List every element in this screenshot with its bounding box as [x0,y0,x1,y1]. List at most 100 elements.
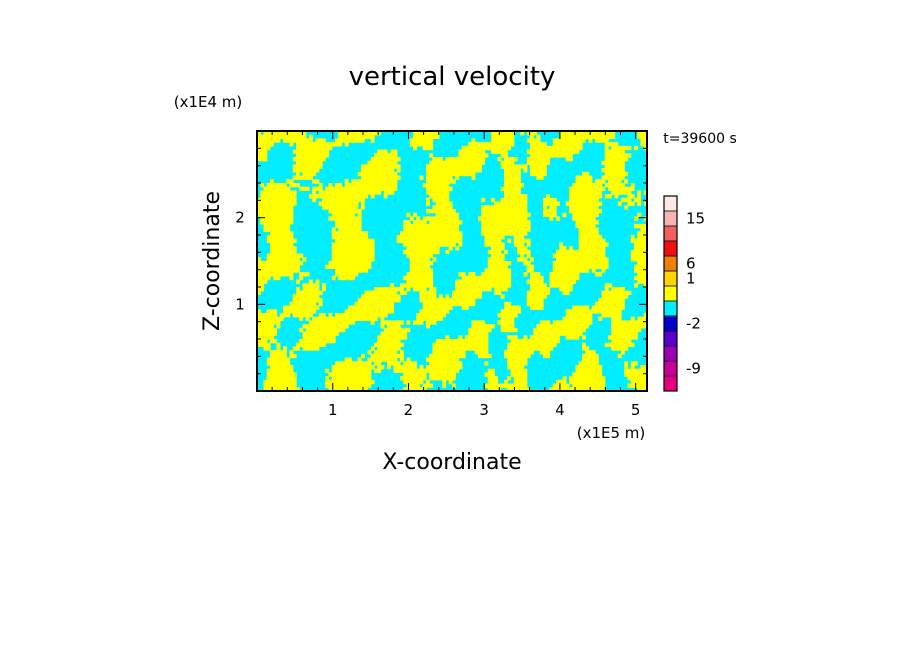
field-cell [637,242,642,247]
field-cell [341,379,346,385]
field-cell [500,145,505,151]
field-cell [536,138,541,143]
field-cell [585,387,590,391]
field-cell [565,313,570,318]
field-cell [468,157,473,162]
field-cell [377,342,382,348]
field-cell [591,183,596,188]
field-cell [504,249,508,255]
field-cell [513,309,518,314]
field-cell [552,149,557,154]
field-cell [491,131,495,136]
field-cell [315,290,320,296]
field-cell [617,179,622,184]
field-cell [322,287,326,292]
field-cell [367,131,372,136]
field-cell [500,324,505,329]
field-cell [348,138,352,143]
field-cell [497,238,502,244]
field-cell [445,357,450,362]
field-cell [549,331,554,336]
field-cell [471,272,476,277]
field-cell [273,227,278,232]
field-cell [419,376,424,381]
field-cell [380,160,385,166]
field-cell [494,227,499,232]
field-cell [367,160,372,166]
field-cell [338,264,343,270]
field-cell [569,257,573,262]
field-cell [266,383,271,388]
field-cell [409,275,414,281]
field-cell [302,301,307,307]
field-cell [611,179,616,184]
field-cell [263,142,268,147]
field-cell [348,316,352,322]
field-cell [513,205,518,210]
field-cell [266,220,271,225]
field-cell [556,387,560,391]
field-cell [507,209,512,214]
field-cell [260,320,265,325]
field-cell [364,365,369,370]
field-cell [465,160,469,166]
field-cell [643,372,647,377]
field-cell [296,387,300,391]
field-cell [474,279,479,284]
field-cell [468,160,473,166]
field-cell [296,294,300,299]
field-cell [331,249,336,255]
field-cell [591,134,596,140]
field-cell [257,138,261,143]
field-cell [429,246,434,251]
field-cell [257,257,261,262]
field-cell [302,160,307,166]
field-cell [361,168,365,173]
field-cell [445,350,450,355]
field-cell [305,157,310,162]
field-cell [569,194,573,199]
field-cell [556,257,560,262]
field-cell [367,309,372,314]
field-cell [559,287,564,292]
field-cell [283,197,287,203]
field-cell [276,272,281,277]
field-cell [302,335,307,340]
field-cell [484,361,489,366]
field-cell [318,145,323,151]
field-cell [445,294,450,299]
field-cell [361,316,365,322]
field-cell [442,164,447,169]
field-cell [461,279,466,284]
field-cell [432,175,437,180]
field-cell [286,361,291,366]
field-cell [448,305,453,310]
field-cell [338,387,343,391]
field-cell [413,249,417,255]
field-cell [614,175,619,180]
field-cell [380,353,385,359]
field-cell [322,313,326,318]
field-cell [416,223,421,229]
field-cell [572,279,577,284]
field-cell [588,368,593,374]
field-cell [348,223,352,229]
field-cell [517,376,521,381]
field-cell [640,238,645,244]
field-cell [504,353,508,359]
field-cell [595,264,599,270]
field-cell [494,383,499,388]
field-cell [335,183,339,188]
field-cell [276,365,281,370]
field-cell [643,316,647,322]
field-cell [292,246,297,251]
field-cell [367,305,372,310]
field-cell [578,261,583,266]
field-cell [289,305,294,310]
field-cell [357,242,362,247]
field-cell [468,331,473,336]
field-cell [338,361,343,366]
field-cell [439,339,443,344]
field-cell [400,368,404,374]
field-cell [562,379,567,385]
